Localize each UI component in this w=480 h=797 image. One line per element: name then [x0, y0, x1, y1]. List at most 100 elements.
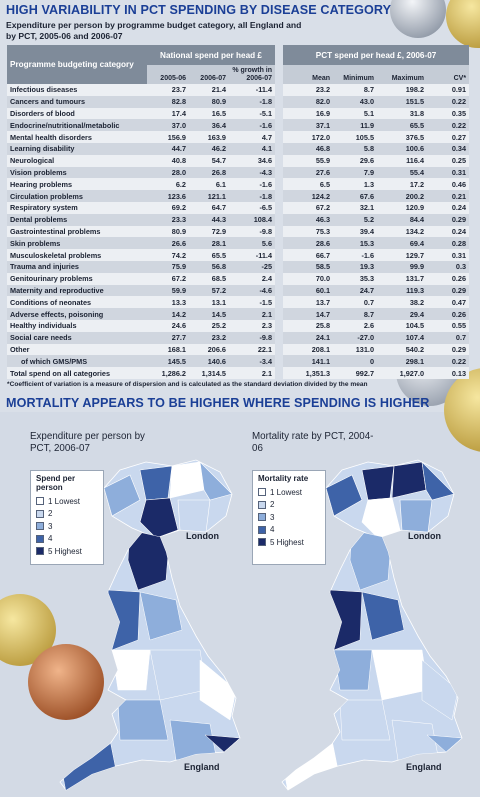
table-row: Learning disability 44.7 46.2 4.1 46.8 5.8 100… — [7, 142, 470, 155]
spacer — [275, 332, 283, 344]
legend-swatch — [36, 497, 44, 506]
table-row: Adverse effects, poisoning 14.2 14.5 2.1 14.… — [7, 308, 470, 320]
cell: 80.9 — [147, 225, 189, 238]
cell: -1.6 — [229, 178, 276, 191]
cell: 14.2 — [147, 308, 189, 320]
row-label: Musculoskeletal problems — [7, 249, 147, 261]
cell: 0.3 — [427, 260, 470, 273]
cell: 55.4 — [377, 166, 428, 179]
spacer — [275, 96, 283, 108]
cell: 66.7 — [283, 249, 334, 261]
row-label: Social care needs — [7, 331, 147, 344]
cell: 0.13 — [427, 367, 470, 379]
cell: 38.2 — [377, 296, 428, 309]
cell: 23.2 — [189, 331, 229, 344]
cell: 4.7 — [229, 131, 276, 143]
place-label: London — [186, 531, 219, 541]
cell: 43.0 — [333, 95, 378, 108]
cell: -4.3 — [229, 166, 276, 179]
cell: 25.8 — [283, 319, 334, 332]
cell: 40.8 — [147, 154, 189, 167]
cell: 37.1 — [283, 119, 334, 132]
row-label: Disorders of blood — [7, 107, 147, 120]
row-label: Gastrointestinal problems — [7, 225, 147, 238]
cell: 104.5 — [377, 319, 428, 332]
column-group-header: Programme budgeting category — [7, 45, 147, 84]
cell: 99.9 — [377, 260, 428, 273]
cell: 124.2 — [283, 190, 334, 202]
row-label: Other — [7, 343, 147, 356]
cell: 69.4 — [377, 237, 428, 250]
coin — [28, 644, 104, 720]
cell: 172.0 — [283, 131, 334, 143]
table-row: Endocrine/nutritional/metabolic 37.0 36.4-… — [7, 119, 470, 132]
legend-swatch — [258, 488, 266, 497]
row-label: Cancers and tumours — [7, 95, 147, 108]
column-group-header: National spend per head £ — [147, 45, 276, 65]
cell: 0.22 — [427, 95, 470, 108]
cell: 26.8 — [189, 166, 229, 179]
spacer — [275, 131, 283, 143]
spacer — [275, 84, 283, 96]
cell: 1,927.0 — [377, 367, 428, 379]
legend-swatch — [258, 500, 266, 509]
spacer — [275, 296, 283, 308]
cell: 82.8 — [147, 95, 189, 108]
cell: 17.2 — [377, 178, 428, 191]
legend-item: 1 Lowest — [258, 486, 320, 499]
cell: 206.6 — [189, 343, 229, 356]
cell: 8.7 — [333, 84, 378, 96]
cell: 0.46 — [427, 178, 470, 191]
cell: 141.1 — [283, 355, 334, 368]
spacer — [275, 143, 283, 155]
table-row: Skin problems 26.6 28.1 5.6 28.6 15.3 69.4 0.28 — [7, 237, 470, 250]
table-row: Healthy individuals 24.6 25.2 2.3 25.8 2.6 104… — [7, 319, 470, 332]
map-title: Expenditure per person by PCT, 2006-07 — [30, 431, 145, 454]
cell: 19.3 — [333, 260, 378, 273]
cell: 46.8 — [283, 142, 334, 155]
legend-item: 1 Lowest — [36, 495, 98, 508]
cell: 31.8 — [377, 107, 428, 120]
cell: -1.8 — [229, 190, 276, 202]
cell: 2.4 — [229, 272, 276, 285]
cell: 992.7 — [333, 367, 378, 379]
section-title: MORTALITY APPEARS TO BE HIGHER WHERE SPE… — [6, 396, 430, 410]
table-row: Conditions of neonates 13.3 13.1 -1.5 13.7 0.… — [7, 296, 470, 309]
cell: 0.34 — [427, 142, 470, 155]
spacer — [275, 261, 283, 273]
cell: -27.0 — [333, 331, 378, 344]
legend-item: 5 Highest — [258, 536, 320, 549]
map-panel — [281, 459, 463, 791]
london-areas — [326, 461, 454, 538]
cell: 16.5 — [189, 107, 229, 120]
row-label: Hearing problems — [7, 178, 147, 191]
cell: 23.2 — [283, 84, 334, 96]
legend-label: 2 — [48, 509, 53, 519]
spacer — [275, 167, 283, 179]
table-row: Neurological 40.8 54.7 34.6 55.9 29.6 116.4 0.2… — [7, 154, 470, 167]
cell: 134.2 — [377, 225, 428, 238]
cell: 1,351.3 — [283, 367, 334, 379]
cell: 0.7 — [333, 296, 378, 309]
table-row: Disorders of blood 17.4 16.5 -5.1 16.9 5.1 31.… — [7, 107, 470, 120]
cell: -5.1 — [229, 107, 276, 120]
legend-item: 3 — [258, 511, 320, 524]
table-row: Other 168.1 206.6 22.1 208.1 131.0 540.2 0.29 — [7, 343, 470, 356]
row-label: Mental health disorders — [7, 131, 147, 143]
cell: 0.26 — [427, 308, 470, 320]
cell: 72.9 — [189, 225, 229, 238]
cell: 0.7 — [427, 331, 470, 344]
cell: 131.0 — [333, 343, 378, 356]
cell: 168.1 — [147, 343, 189, 356]
cell: 69.2 — [147, 201, 189, 214]
cell: 140.6 — [189, 355, 229, 368]
legend-label: 1 Lowest — [48, 496, 81, 506]
cell: 55.9 — [283, 154, 334, 167]
cell: 0.22 — [427, 355, 470, 368]
row-label: Endocrine/nutritional/metabolic — [7, 119, 147, 132]
row-label: of which GMS/PMS — [7, 355, 147, 368]
legend-label: 3 — [270, 512, 275, 522]
cell: 27.6 — [283, 166, 334, 179]
